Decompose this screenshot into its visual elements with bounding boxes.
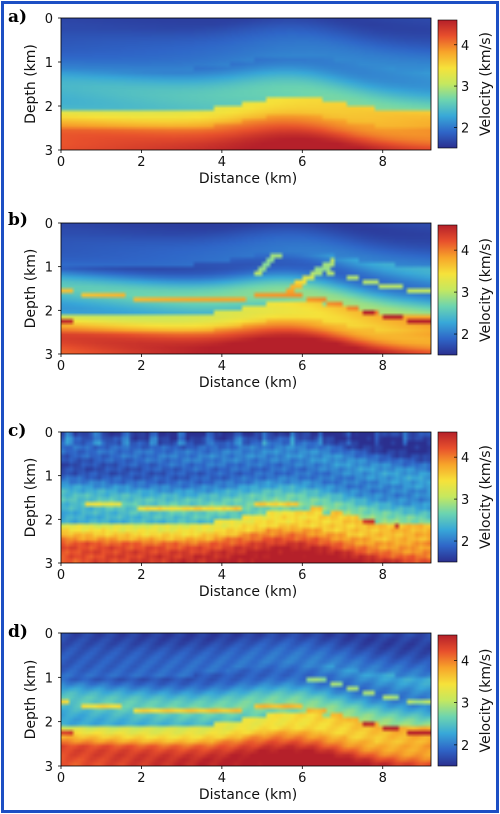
y-tick-label: 2 [45, 100, 53, 115]
panel-3 [58, 431, 458, 566]
y-tick-label: 1 [45, 671, 53, 686]
colorbar-tick-label: 2 [461, 535, 469, 550]
velocity-heatmap [61, 633, 431, 766]
x-tick-label: 0 [57, 568, 65, 583]
x-tick-label: 8 [379, 771, 387, 786]
y-tick-label: 3 [45, 348, 53, 363]
panel-label: a) [8, 7, 27, 27]
velocity-heatmap [61, 432, 431, 563]
y-tick-label: 2 [45, 513, 53, 528]
colorbar-tick-label: 2 [461, 739, 469, 754]
x-axis-label: Distance (km) [199, 584, 297, 600]
y-tick-label: 1 [45, 470, 53, 485]
y-tick-label: 0 [45, 217, 53, 232]
colorbar-label: Velocity (km/s) [478, 445, 494, 549]
colorbar-tick-label: 4 [461, 39, 469, 54]
x-tick-label: 2 [137, 568, 145, 583]
panel-label: b) [8, 210, 28, 230]
colorbar-label: Velocity (km/s) [478, 32, 494, 136]
colorbar-tick-label: 3 [461, 286, 469, 301]
y-tick-label: 1 [45, 56, 53, 71]
colorbar-tick-label: 4 [461, 244, 469, 259]
colorbar [437, 19, 458, 149]
colorbar [437, 431, 458, 563]
y-axis-label: Depth (km) [23, 660, 39, 740]
velocity-heatmap [61, 223, 431, 354]
x-tick-label: 6 [298, 155, 306, 170]
y-tick-label: 3 [45, 760, 53, 775]
colorbar-label: Velocity (km/s) [478, 238, 494, 342]
x-tick-label: 2 [137, 155, 145, 170]
axes-frame [60, 632, 432, 767]
y-tick-label: 3 [45, 144, 53, 159]
panel-1 [58, 17, 458, 153]
y-tick-label: 1 [45, 261, 53, 276]
y-tick-label: 0 [45, 426, 53, 441]
panel-4 [58, 632, 458, 769]
panel-label: c) [8, 421, 26, 441]
colorbar-tick-label: 2 [461, 121, 469, 136]
x-tick-label: 4 [218, 155, 226, 170]
x-tick-label: 8 [379, 155, 387, 170]
x-tick-label: 6 [298, 568, 306, 583]
x-tick-label: 0 [57, 155, 65, 170]
x-tick-label: 4 [218, 359, 226, 374]
x-axis-label: Distance (km) [199, 375, 297, 391]
x-axis-label: Distance (km) [199, 787, 297, 803]
x-tick-label: 0 [57, 359, 65, 374]
x-tick-label: 6 [298, 359, 306, 374]
axes-frame [60, 17, 432, 151]
y-tick-label: 0 [45, 12, 53, 27]
colorbar [437, 634, 458, 767]
y-axis-label: Depth (km) [23, 44, 39, 124]
colorbar-tick-label: 4 [461, 451, 469, 466]
axes-frame [60, 431, 432, 564]
colorbar-tick-label: 4 [461, 654, 469, 669]
x-tick-label: 0 [57, 771, 65, 786]
x-tick-label: 4 [218, 568, 226, 583]
panel-label: d) [8, 622, 28, 642]
colorbar-tick-label: 3 [461, 697, 469, 712]
x-tick-label: 2 [137, 359, 145, 374]
x-tick-label: 8 [379, 359, 387, 374]
y-axis-label: Depth (km) [23, 249, 39, 329]
colorbar-tick-label: 3 [461, 493, 469, 508]
panel-2 [58, 222, 458, 357]
x-tick-label: 6 [298, 771, 306, 786]
x-axis-label: Distance (km) [199, 171, 297, 187]
axes-frame [60, 222, 432, 355]
colorbar-tick-label: 2 [461, 328, 469, 343]
y-tick-label: 0 [45, 627, 53, 642]
y-axis-label: Depth (km) [23, 458, 39, 538]
y-tick-label: 3 [45, 557, 53, 572]
colorbar [437, 224, 458, 356]
x-tick-label: 4 [218, 771, 226, 786]
x-tick-label: 2 [137, 771, 145, 786]
velocity-heatmap [61, 18, 431, 150]
y-tick-label: 2 [45, 304, 53, 319]
colorbar-tick-label: 3 [461, 80, 469, 95]
x-tick-label: 8 [379, 568, 387, 583]
y-tick-label: 2 [45, 716, 53, 731]
colorbar-label: Velocity (km/s) [478, 648, 494, 752]
